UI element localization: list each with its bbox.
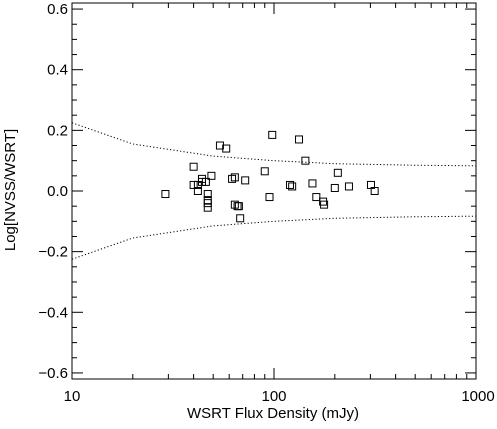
x-tick-label: 1000 xyxy=(461,388,494,405)
data-point xyxy=(285,180,294,189)
data-point xyxy=(228,174,237,183)
data-point xyxy=(201,177,210,186)
data-point xyxy=(268,130,277,139)
data-point xyxy=(260,167,269,176)
y-tick-label: −0.2 xyxy=(38,244,68,261)
data-point xyxy=(234,202,243,211)
data-point xyxy=(330,183,339,192)
envelope-curves xyxy=(71,122,477,260)
data-point xyxy=(189,162,198,171)
y-tick-label: 0.2 xyxy=(47,122,68,139)
data-point xyxy=(236,214,245,223)
envelope-lower-curve xyxy=(71,215,477,260)
data-point xyxy=(203,190,212,199)
tick-labels: 0.6 0.4 0.2 0.0 −0.2 −0.4 −0.6 10 100 1000 xyxy=(38,1,494,405)
data-point xyxy=(222,144,231,153)
data-point xyxy=(207,171,216,180)
x-axis-title: WSRT Flux Density (mJy) xyxy=(187,405,359,422)
data-point xyxy=(344,182,353,191)
y-tick-label: 0.4 xyxy=(47,62,68,79)
data-point xyxy=(203,199,212,208)
envelope-upper-curve xyxy=(71,122,477,167)
data-point xyxy=(193,187,202,195)
data-point xyxy=(161,190,170,199)
data-point xyxy=(203,203,212,212)
y-tick-label: 0.6 xyxy=(47,1,68,18)
data-point xyxy=(189,180,198,189)
data-point xyxy=(265,193,274,202)
y-tick-label: −0.4 xyxy=(38,304,68,321)
data-point xyxy=(333,168,342,177)
plot-frame xyxy=(71,2,477,380)
data-point xyxy=(230,200,239,209)
data-point xyxy=(320,200,329,209)
y-tick-label: 0.0 xyxy=(47,183,68,200)
data-point xyxy=(308,179,317,188)
data-point xyxy=(370,187,379,195)
data-point xyxy=(295,135,304,144)
data-point xyxy=(288,182,297,191)
y-tick-label: −0.6 xyxy=(38,365,68,382)
x-tick-label: 100 xyxy=(261,388,286,405)
data-point xyxy=(241,176,250,185)
data-point xyxy=(230,173,239,182)
data-points xyxy=(161,130,379,223)
data-point xyxy=(312,193,321,202)
x-tick-label: 10 xyxy=(64,388,81,405)
axes xyxy=(71,2,477,380)
y-axis-title: Log[NVSS/WSRT] xyxy=(2,129,19,251)
data-point xyxy=(301,156,310,165)
